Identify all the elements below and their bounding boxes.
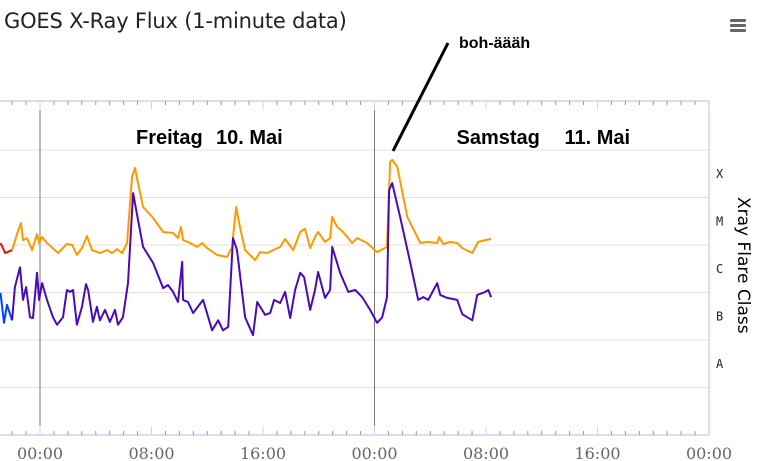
x-tick-label: 00:00	[351, 444, 397, 461]
series-line-0	[0, 242, 13, 254]
annotation-pointer	[391, 42, 450, 152]
x-tick-label: 08:00	[463, 444, 509, 461]
hamburger-menu-icon[interactable]	[730, 19, 746, 33]
day-date-label: 11. Mai	[565, 127, 631, 149]
day-separators: Freitag 10. Mai Samstag 11. Mai	[39, 110, 631, 426]
x-tick-label: 16:00	[240, 444, 286, 461]
series-line-1	[11, 158, 492, 262]
flare-class-label: X	[716, 167, 724, 181]
x-tick-label: 16:00	[574, 444, 620, 461]
annotation-label: boh-äääh	[459, 35, 530, 52]
plot-border	[0, 100, 710, 436]
flare-class-label: A	[716, 357, 724, 371]
annotation: boh-äääh	[391, 35, 530, 152]
day-weekday-label: Freitag	[136, 127, 203, 149]
x-tick-label: 08:00	[128, 444, 174, 461]
flare-class-label: M	[716, 214, 723, 228]
day-date-label: 10. Mai	[216, 127, 283, 149]
chart-title: GOES X-Ray Flux (1-minute data)	[4, 9, 347, 33]
grid	[0, 100, 710, 436]
x-tick-label: 00:00	[17, 444, 63, 461]
axis-labels: 00:00 08:00 16:00 00:00 08:00 16:00 00:00 X M C B A	[17, 167, 732, 461]
minor-ticks	[11, 101, 710, 435]
day-weekday-label: Samstag	[457, 127, 540, 149]
series-line-3	[11, 182, 493, 337]
x-tick-label: 00:00	[686, 444, 732, 461]
series-line-2	[0, 292, 14, 324]
flare-class-label: C	[716, 262, 723, 276]
y-axis-title-right: Xray Flare Class	[733, 197, 753, 334]
flare-class-label: B	[716, 309, 723, 323]
series-lines	[0, 158, 493, 337]
